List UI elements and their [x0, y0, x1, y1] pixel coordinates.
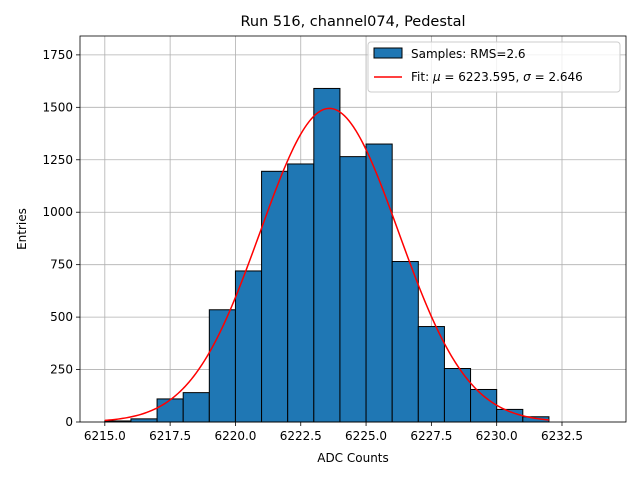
x-tick-label-6: 6230.0 — [476, 429, 518, 443]
legend-mu-symbol: μ — [432, 70, 441, 84]
histogram-bar-8 — [313, 87, 341, 423]
histogram-bar-9 — [339, 156, 367, 423]
y-tick-label-5: 1250 — [42, 153, 73, 167]
x-tick-label-2: 6220.0 — [214, 429, 256, 443]
chart-title: Run 516, channel074, Pedestal — [240, 14, 465, 30]
histogram-bar-7 — [287, 163, 315, 423]
y-tick-label-4: 1000 — [42, 205, 73, 219]
y-tick-label-7: 1750 — [42, 48, 73, 62]
x-axis-label: ADC Counts — [317, 451, 389, 465]
histogram-bar-6 — [261, 170, 289, 423]
y-tick-label-0: 0 — [65, 415, 73, 429]
legend: Samples: RMS=2.6 Fit: μ = 6223.595, σ = … — [367, 41, 621, 93]
histogram-bar-2 — [156, 398, 184, 423]
histogram-bar-12 — [417, 326, 445, 423]
histogram-bar-13 — [443, 368, 472, 423]
histogram-bar-14 — [470, 388, 498, 423]
histogram-bar-10 — [365, 143, 393, 423]
legend-fit-mid: = 6223.595, — [441, 70, 524, 84]
y-axis-ticks: 0 250 500 750 1000 1250 1500 1750 — [42, 48, 80, 429]
y-tick-label-2: 500 — [50, 310, 73, 324]
legend-hist-swatch — [373, 47, 403, 59]
fit-curve-line — [104, 107, 550, 422]
histogram-bar-3 — [182, 392, 210, 423]
y-axis-label: Entries — [15, 208, 29, 250]
histogram-bar-5 — [234, 270, 263, 423]
legend-fit-label: Fit: μ = 6223.595, σ = 2.646 — [411, 70, 583, 84]
x-tick-label-5: 6227.5 — [410, 429, 452, 443]
plot-area-frame — [79, 35, 627, 423]
y-tick-label-3: 750 — [50, 258, 73, 272]
histogram-bar-1 — [130, 418, 158, 423]
x-axis-ticks: 6215.0 6217.5 6220.0 6222.5 6225.0 6227.5 6230… — [84, 422, 583, 443]
x-tick-label-4: 6225.0 — [345, 429, 387, 443]
legend-fit-suffix: = 2.646 — [531, 70, 583, 84]
y-tick-label-6: 1500 — [42, 100, 73, 114]
legend-hist-label: Samples: RMS=2.6 — [411, 47, 526, 61]
x-tick-label-0: 6215.0 — [84, 429, 126, 443]
y-tick-label-1: 250 — [50, 363, 73, 377]
x-tick-label-7: 6232.5 — [541, 429, 583, 443]
histogram-bar-11 — [391, 261, 419, 423]
x-tick-label-3: 6222.5 — [280, 429, 322, 443]
x-tick-label-1: 6217.5 — [149, 429, 191, 443]
legend-box — [367, 41, 621, 93]
legend-fit-prefix: Fit: — [411, 70, 433, 84]
legend-sigma-symbol: σ — [523, 70, 531, 84]
